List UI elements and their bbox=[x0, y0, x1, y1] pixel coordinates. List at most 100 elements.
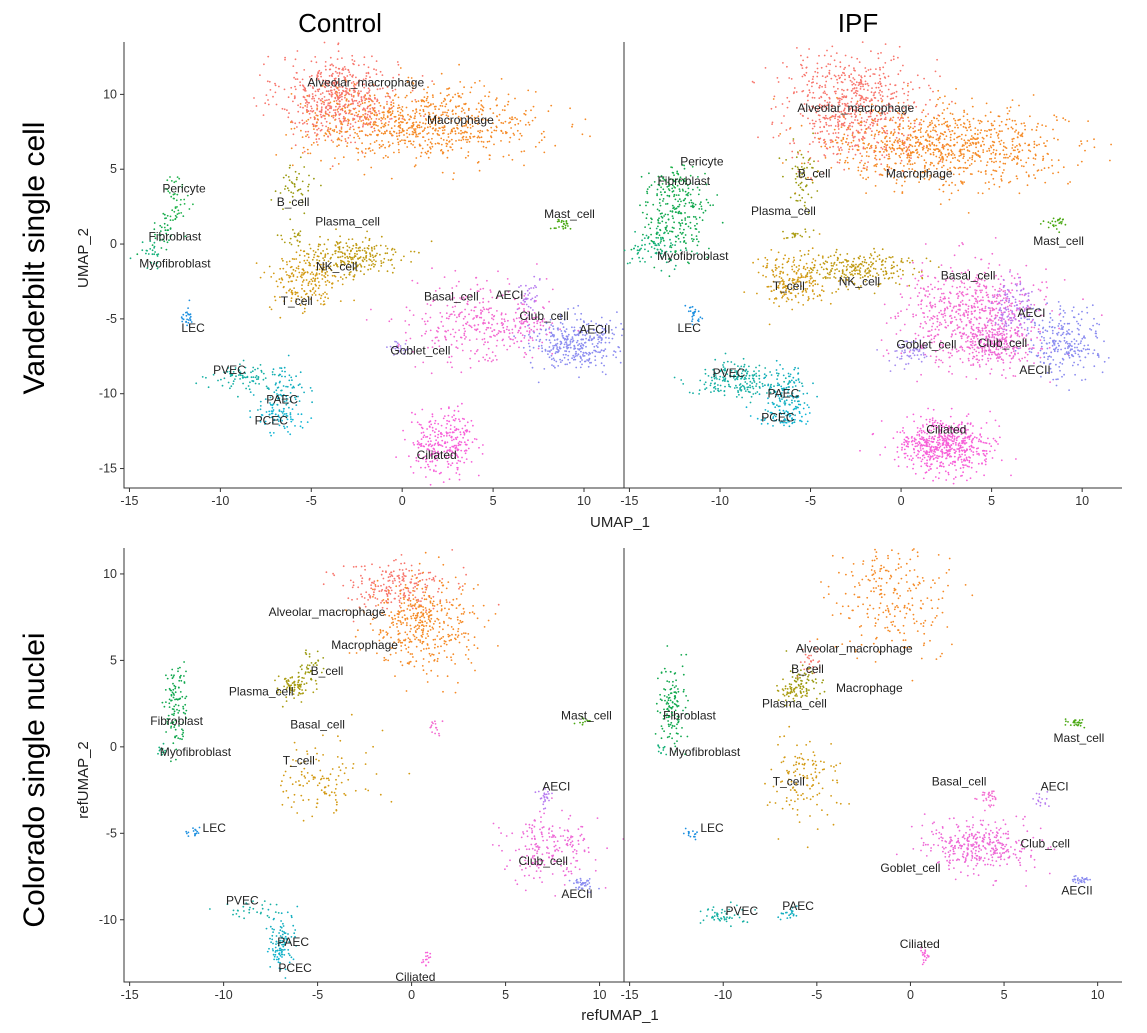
point bbox=[554, 352, 557, 355]
point bbox=[344, 110, 347, 112]
point bbox=[1015, 123, 1017, 126]
point bbox=[574, 347, 576, 350]
point bbox=[411, 411, 413, 414]
point bbox=[879, 66, 881, 69]
point bbox=[365, 319, 368, 321]
point bbox=[931, 143, 934, 145]
point bbox=[481, 109, 484, 111]
point bbox=[328, 98, 330, 101]
point bbox=[341, 255, 344, 258]
point bbox=[414, 112, 417, 115]
point bbox=[358, 105, 361, 108]
point bbox=[373, 109, 376, 112]
point bbox=[516, 308, 519, 311]
point bbox=[899, 162, 902, 165]
point bbox=[859, 121, 862, 124]
point bbox=[446, 156, 449, 159]
point bbox=[819, 84, 821, 87]
point bbox=[1007, 156, 1009, 159]
point bbox=[538, 141, 541, 144]
point bbox=[1025, 171, 1028, 174]
point bbox=[381, 140, 383, 142]
point bbox=[816, 67, 819, 70]
point bbox=[1003, 169, 1005, 171]
point bbox=[430, 142, 433, 145]
point bbox=[358, 257, 361, 259]
point bbox=[954, 119, 957, 122]
point bbox=[580, 338, 583, 341]
point bbox=[301, 426, 304, 429]
point bbox=[334, 244, 337, 247]
point bbox=[849, 145, 851, 148]
point bbox=[888, 119, 891, 122]
point bbox=[429, 123, 431, 126]
point bbox=[872, 94, 875, 97]
point bbox=[498, 119, 500, 122]
point bbox=[153, 222, 156, 224]
point bbox=[932, 126, 935, 129]
point bbox=[855, 92, 858, 95]
point bbox=[418, 143, 421, 146]
point bbox=[589, 352, 592, 355]
point bbox=[403, 130, 405, 132]
point bbox=[924, 103, 927, 106]
point bbox=[373, 141, 376, 144]
point bbox=[299, 249, 302, 252]
point bbox=[534, 91, 537, 93]
point bbox=[461, 136, 464, 139]
point bbox=[251, 370, 254, 373]
point bbox=[972, 117, 975, 120]
point bbox=[424, 332, 427, 335]
point bbox=[324, 112, 327, 115]
point bbox=[348, 128, 351, 131]
point bbox=[520, 340, 523, 343]
point bbox=[435, 470, 437, 473]
point bbox=[441, 171, 444, 174]
point bbox=[487, 341, 489, 344]
point bbox=[419, 121, 421, 124]
point bbox=[414, 115, 416, 117]
point bbox=[928, 84, 930, 87]
cluster-label: PCEC bbox=[255, 414, 289, 428]
point bbox=[952, 157, 954, 160]
point bbox=[508, 122, 510, 124]
point bbox=[514, 311, 517, 314]
point bbox=[443, 434, 445, 437]
point bbox=[470, 461, 473, 463]
point bbox=[859, 88, 862, 90]
point bbox=[378, 102, 381, 104]
point bbox=[321, 278, 324, 280]
point bbox=[552, 348, 554, 350]
point bbox=[411, 81, 414, 84]
point bbox=[525, 109, 527, 112]
point bbox=[865, 127, 868, 130]
point bbox=[256, 367, 259, 370]
point bbox=[901, 149, 904, 152]
point bbox=[302, 95, 305, 98]
point bbox=[569, 342, 572, 344]
point bbox=[376, 88, 379, 91]
point bbox=[938, 141, 941, 144]
point bbox=[340, 126, 343, 129]
point bbox=[1020, 159, 1022, 162]
point bbox=[477, 130, 479, 133]
point bbox=[524, 351, 526, 354]
point bbox=[445, 114, 448, 117]
point bbox=[220, 378, 222, 381]
point bbox=[263, 63, 265, 66]
point bbox=[322, 250, 324, 252]
point bbox=[428, 437, 431, 440]
point bbox=[281, 279, 284, 281]
point bbox=[315, 284, 317, 287]
point bbox=[338, 144, 340, 147]
point bbox=[308, 280, 311, 283]
point bbox=[911, 145, 914, 148]
point bbox=[1031, 128, 1033, 131]
point bbox=[405, 94, 408, 97]
point bbox=[1032, 94, 1035, 96]
point bbox=[467, 439, 469, 442]
point bbox=[571, 326, 573, 329]
point bbox=[260, 371, 263, 373]
point bbox=[294, 122, 297, 125]
point bbox=[271, 406, 274, 409]
